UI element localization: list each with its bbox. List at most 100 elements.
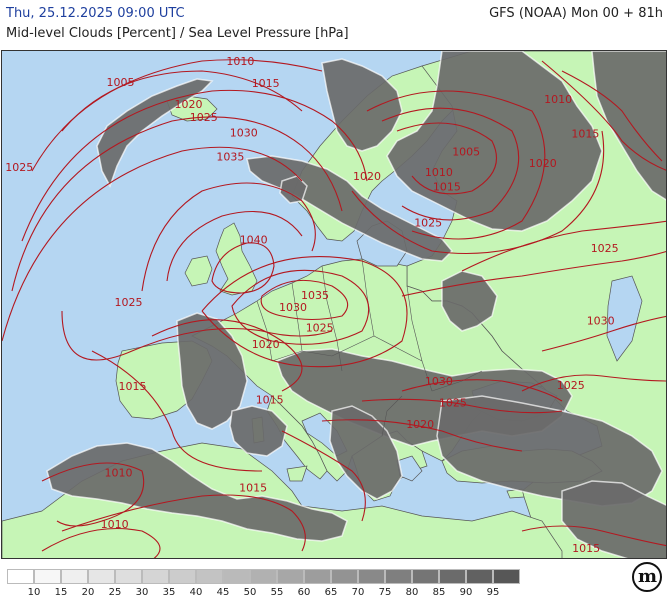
land-ireland bbox=[184, 255, 213, 287]
legend-tick: 10 bbox=[27, 587, 41, 598]
isobar-label: 1010 bbox=[101, 518, 129, 531]
isobar-1020-nw bbox=[11, 116, 343, 292]
meteoblue-logo-icon[interactable]: m bbox=[632, 562, 662, 592]
isobar-1010-south bbox=[41, 527, 161, 558]
isobar-1030-central bbox=[231, 269, 370, 345]
legend-swatch bbox=[493, 569, 520, 584]
cloud-mediterranean-central bbox=[229, 405, 288, 457]
isobar-label: 1010 bbox=[226, 55, 254, 68]
legend-swatch bbox=[223, 569, 250, 584]
isobar-label: 1025 bbox=[306, 321, 334, 334]
forecast-datetime: Thu, 25.12.2025 09:00 UTC bbox=[6, 6, 185, 21]
isobar-1015-ne bbox=[366, 90, 546, 240]
isobar-label: 1030 bbox=[425, 375, 453, 388]
isobar-1010-nw bbox=[31, 59, 323, 172]
isobar-label: 1020 bbox=[353, 170, 381, 183]
legend-swatch bbox=[358, 569, 385, 584]
isobar-1035-central bbox=[260, 279, 349, 321]
isobar-label: 1025 bbox=[557, 379, 585, 392]
legend-swatch bbox=[412, 569, 439, 584]
isobar-label: 1025 bbox=[591, 242, 619, 255]
isobar-1025-west bbox=[61, 310, 333, 361]
legend-tick: 40 bbox=[189, 587, 203, 598]
legend-swatch bbox=[466, 569, 493, 584]
cloud-scandinavia-north bbox=[321, 58, 403, 152]
legend-tick: 50 bbox=[243, 587, 257, 598]
legend-swatch bbox=[169, 569, 196, 584]
isobar-1040 bbox=[211, 242, 275, 294]
isobar-label: 1015 bbox=[572, 542, 600, 555]
isobar-1020-east bbox=[461, 220, 666, 272]
isobar-1015-far-ne bbox=[541, 60, 666, 171]
legend-tick: 45 bbox=[216, 587, 230, 598]
isobar-1010-sw bbox=[41, 462, 145, 527]
isobar-label: 1015 bbox=[256, 394, 284, 407]
isobar-1025-nw bbox=[2, 146, 303, 342]
isobar-label: 1025 bbox=[439, 397, 467, 410]
isobar-label: 1035 bbox=[216, 150, 244, 163]
legend-swatch bbox=[115, 569, 142, 584]
legend-swatch bbox=[439, 569, 466, 584]
cloud-ukraine bbox=[441, 270, 498, 332]
legend-tick: 95 bbox=[486, 587, 500, 598]
isobar-label: 1025 bbox=[414, 217, 442, 230]
legend-tick: 65 bbox=[324, 587, 338, 598]
legend-swatch bbox=[250, 569, 277, 584]
isobar-1030-east bbox=[541, 315, 666, 352]
isobar-label: 1030 bbox=[279, 301, 307, 314]
isobar-label: 1015 bbox=[252, 77, 280, 90]
borders-layer bbox=[256, 258, 483, 437]
caspian-sea bbox=[606, 275, 643, 362]
isobars-layer bbox=[2, 59, 666, 558]
isobar-1015-balkans bbox=[281, 430, 366, 522]
isobar-1030 bbox=[141, 182, 316, 292]
isobar-label: 1040 bbox=[240, 233, 268, 246]
isobar-label: 1030 bbox=[230, 127, 258, 140]
isobar-1035 bbox=[166, 210, 303, 282]
isobar-1020-balkans bbox=[321, 419, 523, 452]
isobar-label: 1025 bbox=[115, 296, 143, 309]
isobar-1015-nw bbox=[21, 89, 368, 242]
cloud-north-africa bbox=[46, 442, 348, 542]
isobar-1010-far-ne bbox=[561, 70, 663, 162]
legend-tick: 60 bbox=[297, 587, 311, 598]
isobar-label: 1015 bbox=[433, 180, 461, 193]
weather-map[interactable]: 1010 1005 1015 1020 1025 1030 1035 1025 1010 1015… bbox=[1, 50, 667, 559]
isobar-label: 1015 bbox=[119, 380, 147, 393]
cloud-arctic-russia bbox=[386, 51, 603, 232]
isobar-1025-balkans bbox=[361, 398, 563, 414]
isobar-label: 1010 bbox=[544, 93, 572, 106]
isobar-label: 1025 bbox=[5, 161, 33, 174]
isobar-label: 1020 bbox=[406, 418, 434, 431]
isobar-label: 1005 bbox=[107, 76, 135, 89]
legend-swatch bbox=[277, 569, 304, 584]
cloud-west-med bbox=[176, 312, 248, 430]
legend-tick: 75 bbox=[378, 587, 392, 598]
isobar-label: 1020 bbox=[529, 157, 557, 170]
isobar-1015-se bbox=[521, 525, 666, 547]
legend-swatch bbox=[88, 569, 115, 584]
isobar-1005-ne bbox=[396, 122, 497, 195]
legend-swatch bbox=[385, 569, 412, 584]
isobar-label: 1030 bbox=[587, 314, 615, 327]
logo-letter: m bbox=[638, 566, 658, 587]
isobar-label: 1010 bbox=[105, 467, 133, 480]
legend-tick: 35 bbox=[162, 587, 176, 598]
legend-swatch bbox=[196, 569, 223, 584]
legend-tick: 25 bbox=[108, 587, 122, 598]
legend-tick: 70 bbox=[351, 587, 365, 598]
isobar-1010-ne bbox=[381, 107, 520, 221]
cloud-middle-east bbox=[561, 480, 666, 558]
legend-swatch bbox=[7, 569, 34, 584]
cloud-percent-legend: 10 15 20 25 30 35 40 45 50 55 60 65 70 75 80 85 90 95 bbox=[7, 569, 520, 599]
legend-tick: 85 bbox=[432, 587, 446, 598]
isobar-1020-central bbox=[151, 319, 303, 392]
isobar-label: 1035 bbox=[301, 289, 329, 302]
legend-tick: 55 bbox=[270, 587, 284, 598]
legend-tick: 30 bbox=[135, 587, 149, 598]
isobar-1015-south bbox=[61, 494, 306, 552]
legend-tick: 15 bbox=[54, 587, 68, 598]
isobar-1030-se bbox=[401, 379, 563, 402]
legend-swatch bbox=[61, 569, 88, 584]
